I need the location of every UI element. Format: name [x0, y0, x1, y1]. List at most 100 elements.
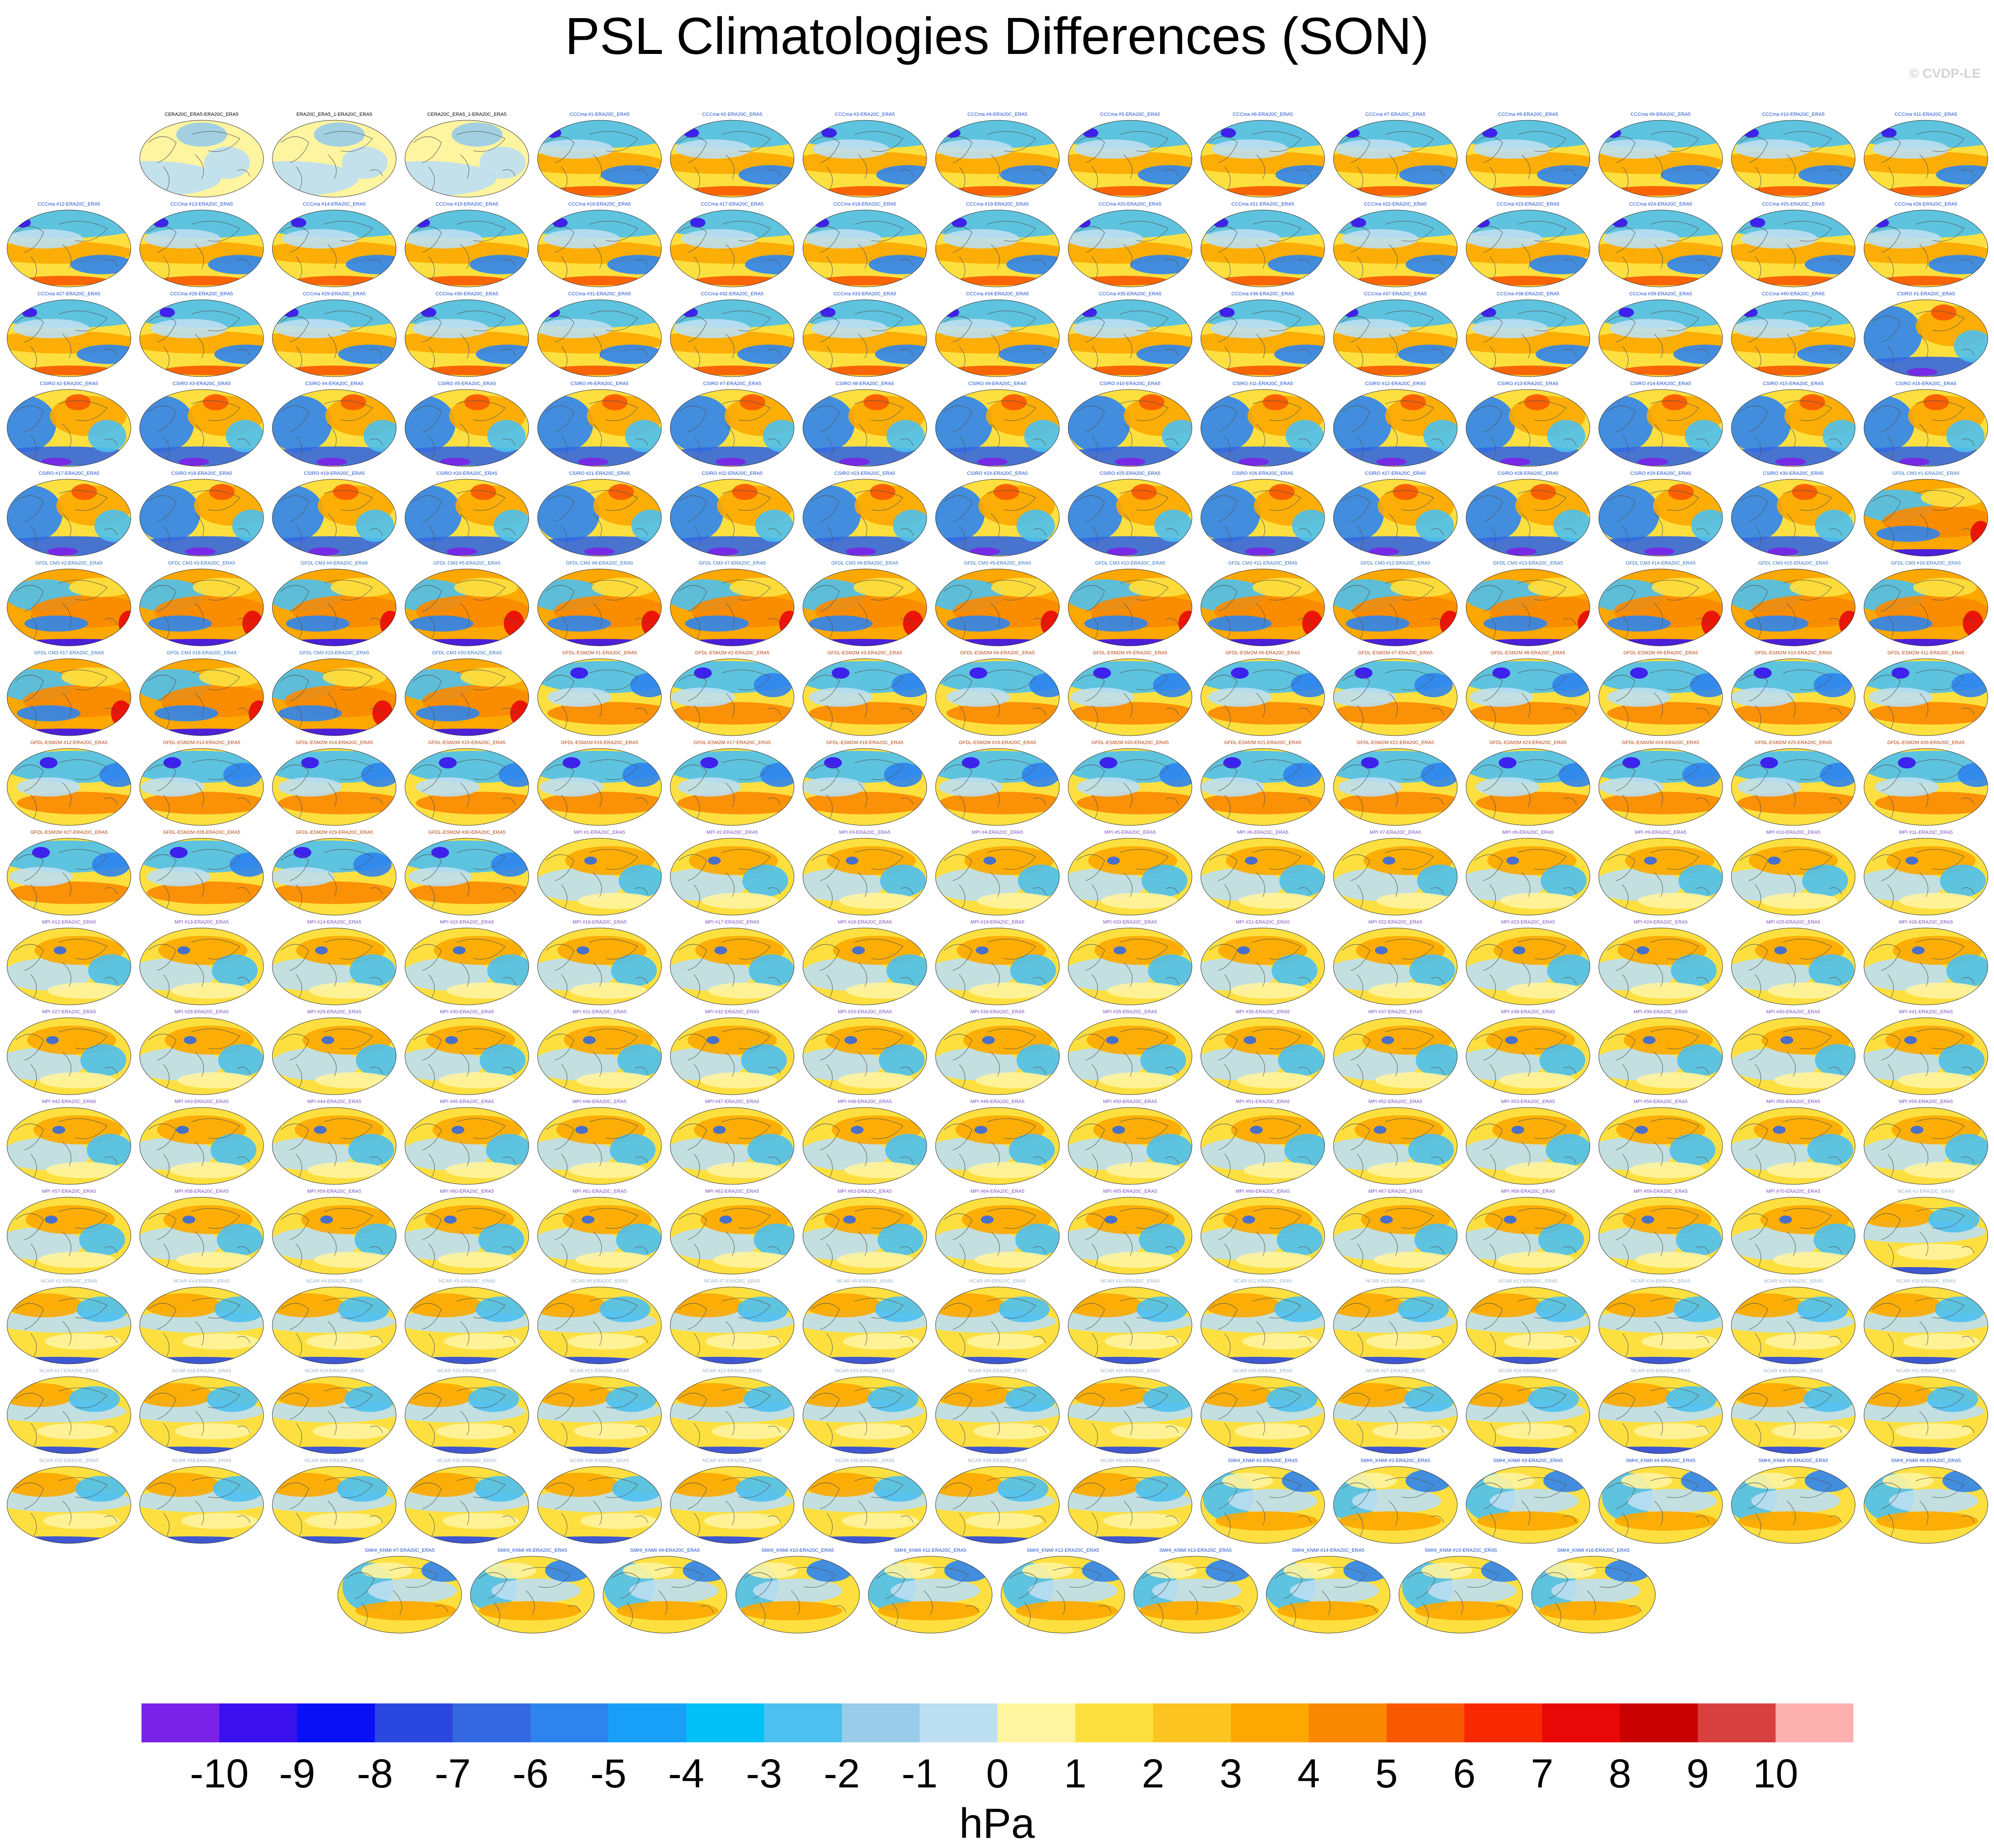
map-panel-title: NCAR #11-ERA20C_ERA5 — [1233, 1279, 1292, 1284]
map-panel: GFDL-ESM2M #5-ERA20C_ERA5 — [1068, 650, 1192, 736]
colorbar-tick-label: 1 — [1064, 1751, 1087, 1796]
map-panel-title: CSIRO #23-ERA20C_ERA5 — [834, 471, 895, 476]
map-panel: GFDL CM3 #6-ERA20C_ERA5 — [537, 561, 662, 646]
map-panel-title: NCAR #38-ERA20C_ERA5 — [835, 1458, 894, 1463]
map-panel: NCAR #6-ERA20C_ERA5 — [537, 1279, 662, 1364]
map-panel: CCCma #20-ERA20C_ERA5 — [1068, 202, 1192, 287]
map-panel: SMHI_KNMI #13-ERA20C_ERA5 — [1133, 1548, 1258, 1634]
map-panel-title: GFDL-ESM2M #3-ERA20C_ERA5 — [828, 650, 902, 656]
map-panel: NCAR #32-ERA20C_ERA5 — [7, 1458, 131, 1544]
map-panel: CCCma #39-ERA20C_ERA5 — [1598, 291, 1723, 377]
map-panel: GFDL CM3 #2-ERA20C_ERA5 — [7, 561, 131, 646]
map-panel: NCAR #25-ERA20C_ERA5 — [1068, 1368, 1192, 1454]
map-panel: MPI #40-ERA20C_ERA5 — [1731, 1009, 1856, 1095]
map-panel-title: GFDL-ESM2M #30-ERA20C_ERA5 — [428, 830, 506, 835]
map-panel-title: MPI #57-ERA20C_ERA5 — [42, 1189, 96, 1194]
map-panel: NCAR #15-ERA20C_ERA5 — [1731, 1279, 1856, 1364]
map-panel-title: MPI #26-ERA20C_ERA5 — [1899, 920, 1953, 925]
map-panel: GFDL-ESM2M #13-ERA20C_ERA5 — [139, 740, 264, 826]
map-panel-title: CCCma #35-ERA20C_ERA5 — [1099, 291, 1161, 297]
map-panel: MPI #13-ERA20C_ERA5 — [139, 920, 264, 1005]
colorbar-swatch — [1153, 1703, 1231, 1742]
map-panel-title: GFDL CM3 #6-ERA20C_ERA5 — [566, 561, 633, 566]
map-panel: MPI #17-ERA20C_ERA5 — [670, 920, 795, 1005]
map-panel: NCAR #8-ERA20C_ERA5 — [802, 1279, 927, 1364]
map-panel-title: GFDL-ESM2M #4-ERA20C_ERA5 — [960, 650, 1035, 656]
map-panel: NCAR #19-ERA20C_ERA5 — [272, 1368, 397, 1454]
map-panel: GFDL CM3 #4-ERA20C_ERA5 — [272, 561, 397, 646]
map-panel: SMHI_KNMI #2-ERA20C_ERA5 — [1333, 1458, 1458, 1544]
map-panel: GFDL CM3 #18-ERA20C_ERA5 — [139, 650, 264, 736]
map-panel-title: NCAR #33-ERA20C_ERA5 — [172, 1458, 231, 1463]
map-panel-title: MPI #40-ERA20C_ERA5 — [1766, 1009, 1820, 1015]
map-panel: CERA20C_ERA5-ERA20C_ERA5 — [139, 112, 264, 198]
map-panel: CSIRO #11-ERA20C_ERA5 — [1200, 381, 1325, 467]
map-panel: MPI #4-ERA20C_ERA5 — [935, 830, 1060, 916]
map-panel: CCCma #21-ERA20C_ERA5 — [1200, 202, 1325, 287]
map-panel: MPI #35-ERA20C_ERA5 — [1068, 1009, 1192, 1095]
map-panel-title: MPI #20-ERA20C_ERA5 — [1103, 920, 1157, 925]
map-panel: MPI #45-ERA20C_ERA5 — [405, 1099, 529, 1185]
map-panel-title: NCAR #28-ERA20C_ERA5 — [1498, 1368, 1558, 1374]
map-panel-title: NCAR #2-ERA20C_ERA5 — [41, 1279, 97, 1284]
map-panel: CSIRO #10-ERA20C_ERA5 — [1068, 381, 1192, 467]
map-panel: NCAR #27-ERA20C_ERA5 — [1333, 1368, 1458, 1454]
map-panel: MPI #55-ERA20C_ERA5 — [1731, 1099, 1856, 1185]
map-panel-title: NCAR #13-ERA20C_ERA5 — [1498, 1279, 1558, 1284]
map-panel-title: MPI #42-ERA20C_ERA5 — [42, 1099, 96, 1104]
map-panel-title: NCAR #39-ERA20C_ERA5 — [968, 1458, 1027, 1463]
map-panel-title: NCAR #37-ERA20C_ERA5 — [703, 1458, 762, 1463]
map-panel: NCAR #2-ERA20C_ERA5 — [7, 1279, 131, 1364]
map-panel-title: CCCma #31-ERA20C_ERA5 — [568, 291, 631, 297]
map-panel: MPI #44-ERA20C_ERA5 — [272, 1099, 397, 1185]
map-panel: CCCma #18-ERA20C_ERA5 — [802, 202, 927, 287]
map-panel-title: GFDL CM3 #20-ERA20C_ERA5 — [432, 650, 502, 656]
map-panel-title: CCCma #28-ERA20C_ERA5 — [170, 291, 233, 297]
map-panel: CSIRO #9-ERA20C_ERA5 — [935, 381, 1060, 467]
map-panel: MPI #22-ERA20C_ERA5 — [1333, 920, 1458, 1005]
colorbar — [141, 1703, 1853, 1742]
colorbar-tick-label: -10 — [190, 1751, 249, 1796]
map-panel-title: CSIRO #25-ERA20C_ERA5 — [1100, 471, 1161, 476]
map-panel-title: NCAR #26-ERA20C_ERA5 — [1233, 1368, 1292, 1374]
map-panel: MPI #39-ERA20C_ERA5 — [1598, 1009, 1723, 1095]
colorbar-tick-label: 7 — [1531, 1751, 1554, 1796]
map-panel: GFDL-ESM2M #20-ERA20C_ERA5 — [1068, 740, 1192, 826]
map-panel: SMHI_KNMI #7-ERA20C_ERA5 — [337, 1548, 462, 1634]
map-panel-title: CCCma #37-ERA20C_ERA5 — [1364, 291, 1427, 297]
map-panel: GFDL-ESM2M #9-ERA20C_ERA5 — [1598, 650, 1723, 736]
map-panel-title: SMHI_KNMI #1-ERA20C_ERA5 — [1228, 1458, 1298, 1463]
map-panel-title: GFDL CM3 #12-ERA20C_ERA5 — [1360, 561, 1430, 566]
map-panel-title: NCAR #9-ERA20C_ERA5 — [969, 1279, 1026, 1284]
map-panel: NCAR #31-ERA20C_ERA5 — [1864, 1368, 1988, 1454]
map-panel-title: MPI #27-ERA20C_ERA5 — [42, 1009, 96, 1015]
map-panel-title: GFDL-ESM2M #18-ERA20C_ERA5 — [826, 740, 904, 745]
map-panel-title: MPI #8-ERA20C_ERA5 — [1502, 830, 1554, 835]
map-panel-title: MPI #56-ERA20C_ERA5 — [1899, 1099, 1953, 1104]
map-panel-title: GFDL-ESM2M #8-ERA20C_ERA5 — [1491, 650, 1566, 656]
map-panel-title: NCAR #30-ERA20C_ERA5 — [1764, 1368, 1823, 1374]
map-panel-title: CSIRO #20-ERA20C_ERA5 — [436, 471, 497, 476]
map-panel-title: SMHI_KNMI #4-ERA20C_ERA5 — [1626, 1458, 1696, 1463]
map-panel-title: CCCma #13-ERA20C_ERA5 — [170, 202, 233, 207]
map-panel-title: GFDL CM3 #1-ERA20C_ERA5 — [1892, 471, 1960, 476]
map-panel: MPI #51-ERA20C_ERA5 — [1200, 1099, 1325, 1185]
map-panel-title: CCCma #27-ERA20C_ERA5 — [38, 291, 100, 297]
map-panel-title: MPI #63-ERA20C_ERA5 — [838, 1189, 892, 1194]
map-panel: GFDL-ESM2M #24-ERA20C_ERA5 — [1598, 740, 1723, 826]
map-panel: NCAR #17-ERA20C_ERA5 — [7, 1368, 131, 1454]
map-panel-title: MPI #60-ERA20C_ERA5 — [440, 1189, 494, 1194]
map-panel: MPI #6-ERA20C_ERA5 — [1200, 830, 1325, 916]
map-panel-title: GFDL CM3 #15-ERA20C_ERA5 — [1758, 561, 1828, 566]
map-panel: NCAR #36-ERA20C_ERA5 — [537, 1458, 662, 1544]
map-panel: NCAR #35-ERA20C_ERA5 — [405, 1458, 529, 1544]
map-panel: SMHI_KNMI #1-ERA20C_ERA5 — [1200, 1458, 1325, 1544]
colorbar-tick-label: -7 — [435, 1751, 471, 1796]
map-panel-title: NCAR #40-ERA20C_ERA5 — [1100, 1458, 1160, 1463]
map-panel-title: MPI #52-ERA20C_ERA5 — [1368, 1099, 1422, 1104]
map-panel-title: GFDL-ESM2M #19-ERA20C_ERA5 — [959, 740, 1036, 745]
map-panel: GFDL CM3 #8-ERA20C_ERA5 — [802, 561, 927, 646]
map-panel-title: MPI #4-ERA20C_ERA5 — [972, 830, 1023, 835]
map-panel-title: NCAR #20-ERA20C_ERA5 — [437, 1368, 497, 1374]
map-panel: CSIRO #5-ERA20C_ERA5 — [405, 381, 529, 467]
